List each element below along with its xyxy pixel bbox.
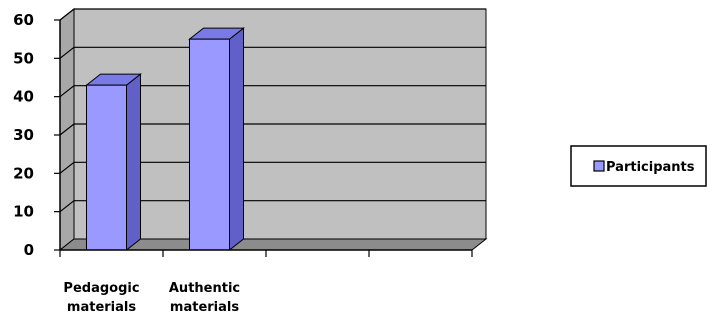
bars	[85, 27, 245, 252]
bar-front-1	[189, 38, 230, 251]
bar-front-0	[86, 84, 127, 251]
x-tick-label-1: Authentic materials	[169, 281, 240, 315]
legend-swatch	[593, 160, 605, 172]
y-tick-label-10: 10	[13, 203, 34, 221]
bar-1	[188, 27, 245, 252]
y-tick-label-0: 0	[24, 241, 34, 259]
y-tick-label-30: 30	[13, 126, 34, 144]
y-tick-label-20: 20	[13, 164, 34, 182]
y-tick-label-40: 40	[13, 88, 34, 106]
gridline-10	[59, 200, 486, 213]
gridline-30	[59, 123, 486, 136]
bar-0	[85, 73, 142, 252]
legend-label-participants: Participants	[606, 160, 695, 175]
gridline-60	[59, 8, 486, 21]
x-tick-labels: Pedagogic materials Authentic materials	[63, 281, 240, 315]
bar-side-1	[229, 27, 244, 252]
gridline-40	[59, 85, 486, 98]
y-tick-label-60: 60	[13, 11, 34, 29]
x-tick-label-0: Pedagogic materials	[63, 281, 139, 315]
bar-side-0	[126, 73, 141, 252]
gridline-50	[59, 46, 486, 59]
y-tick-label-50: 50	[13, 49, 34, 67]
gridline-20	[59, 161, 486, 174]
axes	[54, 19, 473, 257]
gridlines	[59, 8, 486, 213]
y-tick-labels: 0 10 20 30 40 50 60	[13, 11, 34, 259]
legend: Participants	[570, 145, 707, 187]
